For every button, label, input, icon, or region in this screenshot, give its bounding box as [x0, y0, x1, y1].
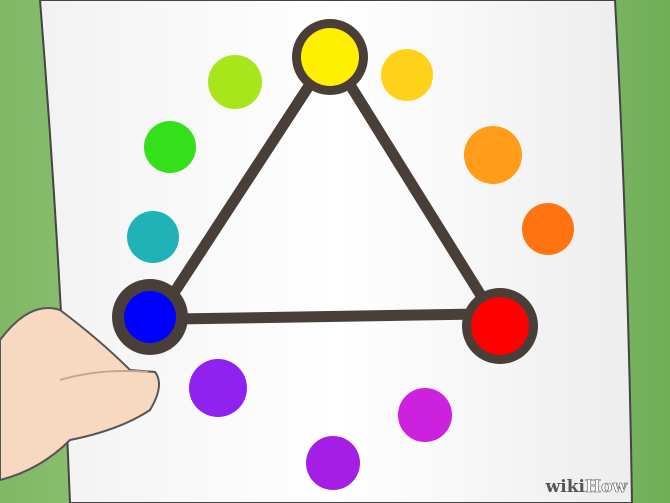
hand: [0, 307, 160, 482]
paper: [38, 0, 634, 503]
color-dot: [522, 203, 574, 255]
triangle: [162, 66, 496, 325]
watermark: wiki How: [545, 477, 628, 498]
color-dot: [471, 297, 529, 355]
color-dot: [306, 436, 360, 490]
color-dot: [127, 211, 179, 263]
color-dot: [124, 291, 176, 343]
color-dot: [301, 28, 359, 86]
watermark-how: How: [585, 477, 627, 497]
color-dot: [144, 121, 196, 173]
color-dot: [398, 388, 452, 442]
watermark-wiki: wiki: [545, 477, 586, 497]
color-dot: [381, 49, 433, 101]
color-dot: [189, 359, 247, 417]
color-dot: [464, 126, 522, 184]
color-wheel: [112, 19, 574, 490]
color-dot: [208, 55, 262, 109]
